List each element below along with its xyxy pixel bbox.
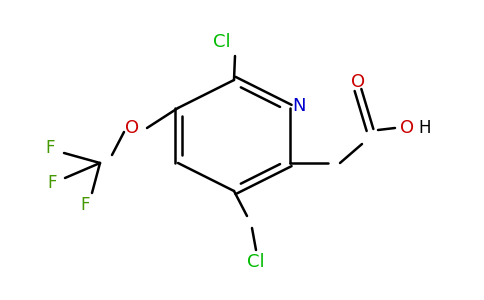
Text: O: O <box>400 119 414 137</box>
Text: F: F <box>80 196 90 214</box>
Text: Cl: Cl <box>213 33 231 51</box>
Text: O: O <box>351 73 365 91</box>
Text: N: N <box>292 97 306 115</box>
Text: H: H <box>419 119 431 137</box>
Text: Cl: Cl <box>247 253 265 271</box>
Text: O: O <box>125 119 139 137</box>
Text: F: F <box>45 139 55 157</box>
Text: F: F <box>47 174 57 192</box>
